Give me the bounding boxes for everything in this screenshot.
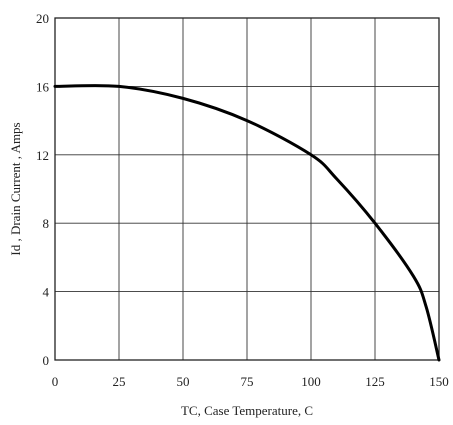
- x-tick-label: 75: [241, 374, 254, 389]
- series-layer: [53, 84, 441, 362]
- x-tick-label: 100: [301, 374, 321, 389]
- x-tick-label: 0: [52, 374, 59, 389]
- y-tick-label: 0: [43, 353, 50, 368]
- x-axis-title: TC, Case Temperature, C: [181, 403, 313, 418]
- y-tick-label: 8: [43, 216, 50, 231]
- y-tick-label: 20: [36, 11, 49, 26]
- plot-frame: [54, 17, 440, 361]
- y-tick-label: 16: [36, 79, 50, 94]
- grid-lines: [54, 17, 440, 361]
- y-tick-labels: 0 4 8 12 16 20: [36, 11, 50, 368]
- y-tick-label: 12: [36, 148, 49, 163]
- x-tick-label: 25: [113, 374, 126, 389]
- x-tick-label: 150: [429, 374, 449, 389]
- x-tick-label: 125: [365, 374, 385, 389]
- y-tick-label: 4: [43, 285, 50, 300]
- y-axis-title: Id , Drain Current , Amps: [8, 122, 23, 255]
- x-tick-label: 50: [177, 374, 190, 389]
- series-line: [53, 84, 441, 362]
- x-tick-labels: 0 25 50 75 100 125 150: [52, 374, 449, 389]
